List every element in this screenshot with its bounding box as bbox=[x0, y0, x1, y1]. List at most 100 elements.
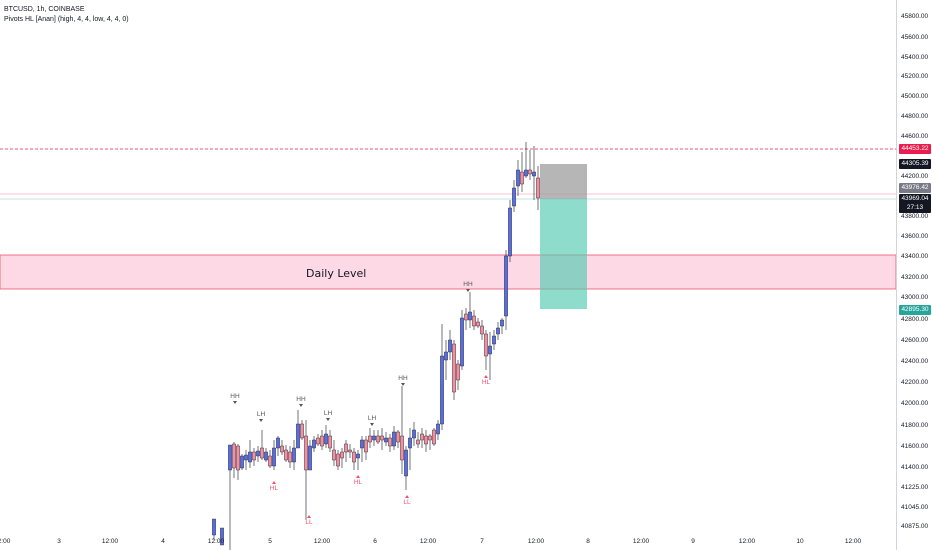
current-label-tag: 43976.42 bbox=[899, 183, 931, 193]
candle-body bbox=[504, 255, 508, 317]
resistance-price-tag: 44453.22 bbox=[899, 144, 931, 154]
candle-body bbox=[296, 423, 300, 449]
candle-body bbox=[468, 311, 472, 321]
candle-body bbox=[388, 437, 392, 447]
pivot-high-label: LH bbox=[257, 411, 266, 418]
price-chart[interactable]: Daily Level HH LH HH LH LH HH HH HL LL HL LL HL 2:0… bbox=[0, 0, 896, 550]
candle-body bbox=[384, 437, 388, 443]
price-axis-label: 43000.00 bbox=[901, 294, 928, 301]
candle-body bbox=[472, 315, 476, 327]
candle-body bbox=[368, 435, 372, 443]
price-axis-label: 44200.00 bbox=[901, 173, 928, 180]
indicator-title[interactable]: Pivots HL [Anan] (high, 4, 4, low, 4, 4,… bbox=[4, 16, 129, 23]
candle-body bbox=[448, 339, 452, 353]
price-axis[interactable]: 45800.00 45600.00 45400.00 45200.00 45000.00… bbox=[896, 0, 932, 550]
time-axis-label: 5 bbox=[268, 538, 272, 545]
price-axis-label: 45800.00 bbox=[901, 13, 928, 20]
pivot-high-label: HH bbox=[463, 281, 473, 288]
target-price-tag: 42895.30 bbox=[899, 305, 931, 315]
current-price-tag: 43969.04 bbox=[899, 194, 931, 204]
price-axis-label: 40875.00 bbox=[901, 523, 928, 530]
candle-body bbox=[364, 439, 368, 453]
pivot-high-label: HH bbox=[398, 375, 408, 382]
candle-body bbox=[428, 435, 432, 441]
candle-body bbox=[456, 363, 460, 381]
candle-body bbox=[392, 431, 396, 447]
time-axis-label: 8 bbox=[586, 538, 590, 545]
candle-body bbox=[440, 355, 444, 425]
candle-body bbox=[420, 433, 424, 441]
candle-body bbox=[508, 207, 512, 257]
candle-body bbox=[244, 454, 248, 461]
countdown-tag: 27:13 bbox=[899, 203, 931, 213]
chart-legend: BTCUSD, 1h, COINBASE Pivots HL [Anan] (h… bbox=[4, 5, 129, 25]
candle-body bbox=[492, 335, 496, 345]
candle-body bbox=[484, 333, 488, 357]
price-axis-label: 41600.00 bbox=[901, 443, 928, 450]
price-axis-label: 43400.00 bbox=[901, 253, 928, 260]
candle-body bbox=[284, 449, 288, 461]
candle-body bbox=[372, 435, 376, 441]
candle-body bbox=[408, 437, 412, 449]
time-axis-label: 12:00 bbox=[314, 538, 331, 545]
candle-body bbox=[520, 171, 524, 185]
stop-loss-box[interactable] bbox=[540, 164, 587, 199]
candle-body bbox=[500, 319, 504, 327]
candle-body bbox=[480, 325, 484, 335]
price-axis-label: 42600.00 bbox=[901, 337, 928, 344]
candle-body bbox=[300, 423, 304, 439]
daily-level-zone[interactable] bbox=[0, 254, 896, 290]
pivot-high-marker bbox=[299, 404, 303, 407]
candle-body bbox=[348, 449, 352, 453]
candle-body bbox=[452, 343, 456, 393]
candle-body bbox=[528, 169, 532, 175]
candle-body bbox=[228, 444, 232, 471]
price-axis-label: 44800.00 bbox=[901, 113, 928, 120]
pivot-low-marker bbox=[272, 481, 276, 484]
candle-body bbox=[416, 439, 420, 445]
symbol-title[interactable]: BTCUSD, 1h, COINBASE bbox=[4, 6, 85, 13]
pivot-high-marker bbox=[370, 423, 374, 426]
pivot-high-label: LH bbox=[324, 410, 333, 417]
candle-body bbox=[288, 451, 292, 463]
chart-area[interactable]: BTCUSD, 1h, COINBASE Pivots HL [Anan] (h… bbox=[0, 0, 896, 550]
time-axis-label: 12:00 bbox=[633, 538, 650, 545]
pivot-high-marker bbox=[401, 383, 405, 386]
stop-price-tag: 44305.39 bbox=[899, 159, 931, 169]
price-axis-label: 45400.00 bbox=[901, 54, 928, 61]
candle-body bbox=[220, 527, 224, 546]
time-axis-label: 12:00 bbox=[845, 538, 862, 545]
price-axis-label: 41045.00 bbox=[901, 504, 928, 511]
candle-body bbox=[524, 169, 528, 177]
pivot-high-label: HH bbox=[296, 396, 306, 403]
take-profit-box[interactable] bbox=[540, 199, 587, 309]
candle-body bbox=[304, 435, 308, 471]
price-axis-label: 41400.00 bbox=[901, 464, 928, 471]
pivot-low-marker bbox=[405, 495, 409, 498]
price-axis-label: 45000.00 bbox=[901, 93, 928, 100]
price-axis-label: 43200.00 bbox=[901, 274, 928, 281]
candle-body bbox=[376, 435, 380, 443]
candle-body bbox=[460, 317, 464, 367]
candle-body bbox=[256, 450, 260, 457]
time-axis-label: 12:00 bbox=[739, 538, 756, 545]
candle-body bbox=[236, 445, 240, 471]
candle-body bbox=[320, 435, 324, 447]
price-axis-label: 42200.00 bbox=[901, 379, 928, 386]
candle-body bbox=[424, 435, 428, 445]
candle-body bbox=[432, 429, 436, 445]
time-axis-label: 12:00 bbox=[528, 538, 545, 545]
time-axis-label: 12:00 bbox=[420, 538, 437, 545]
pivot-low-label: HL bbox=[482, 379, 491, 386]
time-axis-label: 3 bbox=[57, 538, 61, 545]
price-axis-label: 45600.00 bbox=[901, 34, 928, 41]
pivot-high-marker bbox=[233, 401, 237, 404]
candle-body bbox=[340, 451, 344, 459]
candle-body bbox=[488, 345, 492, 355]
candle-body bbox=[380, 435, 384, 441]
candle-body bbox=[352, 451, 356, 463]
candle-body bbox=[276, 437, 280, 449]
candle-body bbox=[308, 445, 312, 471]
pivot-high-label: HH bbox=[230, 393, 240, 400]
candle-body bbox=[360, 439, 364, 449]
